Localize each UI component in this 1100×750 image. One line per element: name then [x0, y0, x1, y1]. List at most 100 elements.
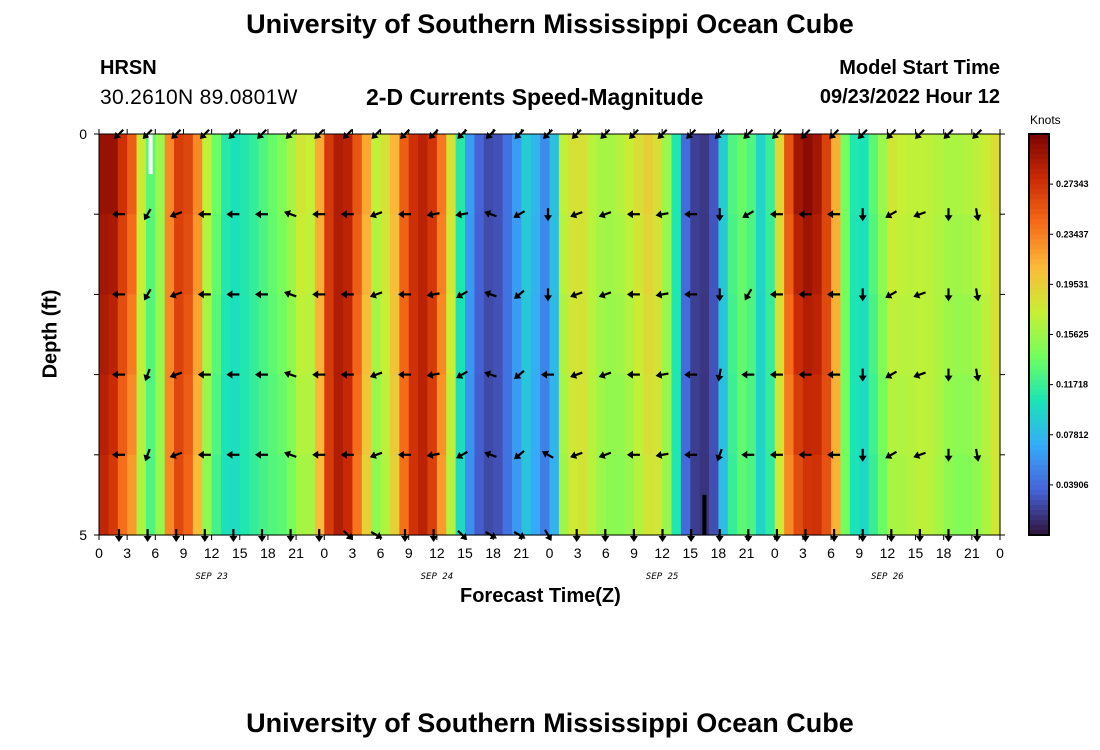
- heatmap-cell: [558, 454, 569, 536]
- colorbar-segment: [1029, 469, 1049, 476]
- heatmap-cell: [727, 134, 738, 215]
- current-arrow: [572, 529, 581, 542]
- x-tick-label: 9: [180, 545, 188, 561]
- colorbar-segment: [1029, 134, 1049, 140]
- heatmap-cell: [859, 134, 870, 215]
- colorbar-segment: [1029, 484, 1049, 491]
- colorbar-segment: [1029, 199, 1049, 205]
- heatmap-cell: [164, 214, 175, 295]
- heatmap-cell: [174, 134, 185, 215]
- heatmap-cell: [887, 294, 898, 376]
- current-arrow: [973, 208, 982, 222]
- heatmap-cell: [305, 454, 316, 536]
- heatmap-cell: [296, 294, 307, 376]
- current-arrow: [744, 288, 753, 301]
- colorbar-segment: [1029, 509, 1049, 516]
- heatmap-cell: [671, 134, 682, 215]
- colorbar-segment: [1029, 139, 1049, 145]
- current-arrow: [684, 450, 698, 459]
- heatmap-cell: [849, 214, 860, 295]
- x-tick-label: 12: [204, 545, 220, 561]
- colorbar-segment: [1029, 224, 1049, 230]
- heatmap-cell: [821, 294, 832, 376]
- current-arrow: [626, 370, 640, 379]
- heatmap-cell: [436, 134, 447, 215]
- current-arrow: [514, 450, 525, 460]
- heatmap-cell: [643, 134, 654, 215]
- heatmap-cell: [183, 374, 194, 456]
- heatmap-cell: [981, 134, 992, 215]
- colorbar-segment: [1029, 489, 1049, 496]
- heatmap-cell: [352, 374, 363, 456]
- colorbar-segment: [1029, 384, 1049, 391]
- heatmap-cell: [831, 374, 842, 456]
- heatmap-cell: [624, 374, 635, 456]
- heatmap-cell: [446, 214, 457, 295]
- current-arrow: [887, 529, 896, 542]
- heatmap-cell: [859, 454, 870, 536]
- heatmap-cell: [605, 374, 616, 456]
- heatmap-cell: [389, 294, 400, 376]
- x-tick-label: 15: [682, 545, 698, 561]
- heatmap-cell: [906, 214, 917, 295]
- x-tick-label: 15: [908, 545, 924, 561]
- heatmap-cell: [924, 214, 935, 295]
- current-arrow: [255, 370, 268, 379]
- heatmap-cell: [962, 374, 973, 456]
- heatmap-cell: [511, 294, 522, 376]
- current-arrow: [598, 371, 612, 379]
- date-label: SEP 25: [646, 572, 679, 582]
- heatmap-cell: [624, 454, 635, 536]
- current-arrow: [143, 288, 152, 301]
- heatmap-cell: [493, 454, 504, 536]
- heatmap-cell: [474, 214, 485, 295]
- heatmap-cell: [906, 374, 917, 456]
- heatmap-cell: [408, 294, 419, 376]
- heatmap-cell: [849, 294, 860, 376]
- current-arrow: [769, 370, 783, 379]
- heatmap-cell: [784, 374, 795, 456]
- current-arrow: [226, 210, 240, 219]
- heatmap-cell: [934, 214, 945, 295]
- heatmap-cell: [530, 374, 541, 456]
- heatmap-cell: [568, 294, 579, 376]
- heatmap-cell: [746, 214, 757, 295]
- heatmap-cell: [765, 214, 776, 295]
- heatmap-cell: [427, 134, 438, 215]
- heatmap-cell: [361, 294, 372, 376]
- colorbar-tick-label: 0.23437: [1056, 229, 1089, 239]
- heatmap-cell: [943, 134, 954, 215]
- heatmap-cell: [408, 134, 419, 215]
- x-tick-label: 12: [429, 545, 445, 561]
- current-arrow: [172, 529, 181, 542]
- heatmap-cell: [615, 454, 626, 536]
- heatmap-cell: [127, 454, 138, 536]
- current-arrow: [484, 210, 497, 218]
- heatmap-cell: [887, 134, 898, 215]
- heatmap-cell: [465, 134, 476, 215]
- heatmap-cell: [343, 454, 354, 536]
- current-arrow: [742, 210, 755, 219]
- current-arrow: [169, 290, 183, 299]
- heatmap-cell: [915, 454, 926, 536]
- heatmap-cell: [333, 294, 344, 376]
- heatmap-cell: [737, 134, 748, 215]
- colorbar-tick-label: 0.15625: [1056, 330, 1089, 340]
- colorbar-segment: [1029, 519, 1049, 526]
- heatmap-cell: [174, 214, 185, 295]
- colorbar-segment: [1029, 259, 1049, 265]
- heatmap-cell: [981, 214, 992, 295]
- heatmap-cell: [511, 214, 522, 295]
- heatmap-cell: [436, 214, 447, 295]
- current-arrow: [913, 451, 926, 459]
- heatmap-cell: [446, 454, 457, 536]
- colorbar-segment: [1029, 344, 1049, 351]
- colorbar-segment: [1029, 374, 1049, 381]
- heatmap-cell: [690, 134, 701, 215]
- heatmap-cell: [286, 134, 297, 215]
- heatmap-cell: [737, 294, 748, 376]
- heatmap-cell: [521, 454, 532, 536]
- heatmap-cell: [493, 374, 504, 456]
- current-arrow: [827, 290, 841, 299]
- heatmap-cell: [530, 214, 541, 295]
